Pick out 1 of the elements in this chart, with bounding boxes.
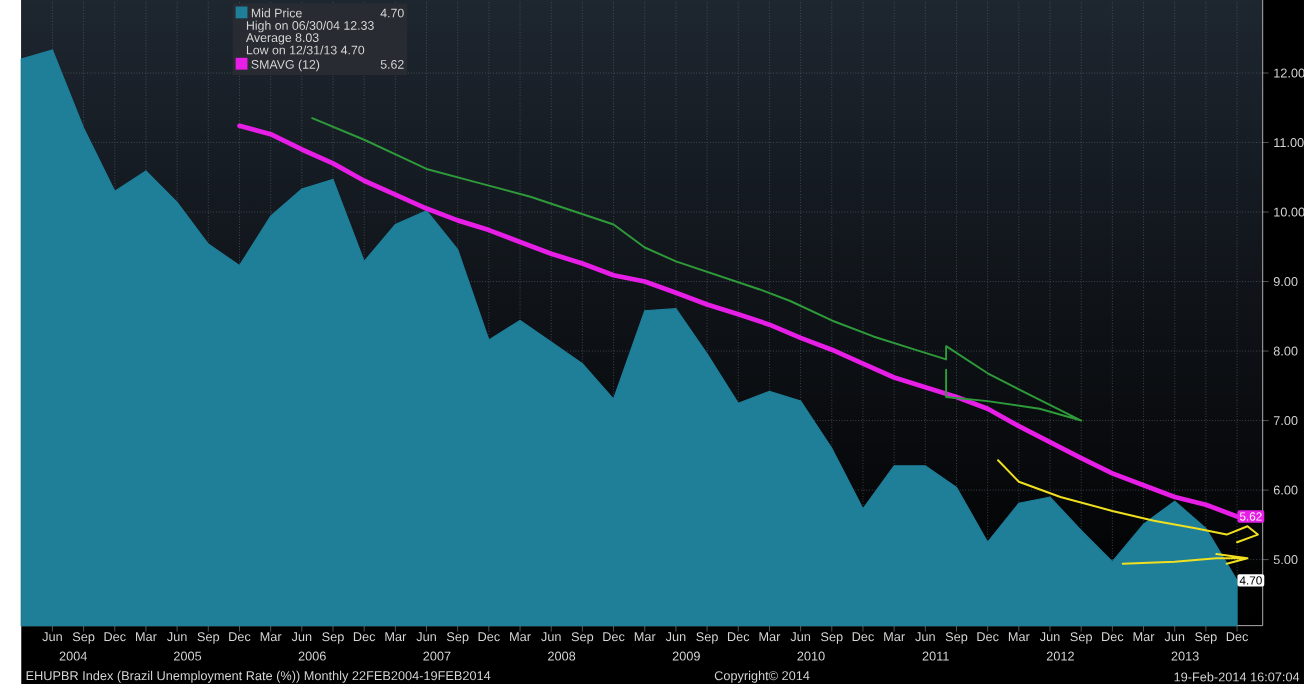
line-series: [997, 458, 1259, 543]
